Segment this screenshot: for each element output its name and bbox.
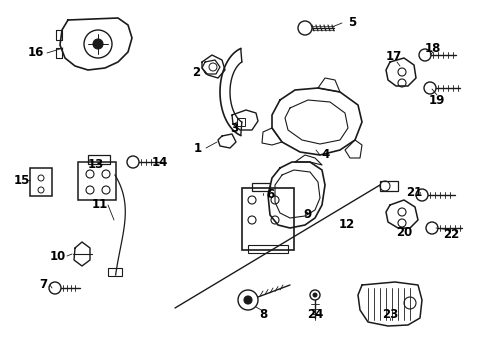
Text: 8: 8	[258, 309, 266, 321]
Bar	[78, 162, 116, 200]
Text: 17: 17	[385, 50, 401, 63]
Text: 3: 3	[229, 122, 238, 135]
Text: 14: 14	[151, 156, 168, 168]
Text: 2: 2	[192, 66, 200, 78]
Text: 19: 19	[428, 94, 444, 107]
Bar	[30, 168, 52, 196]
Text: 1: 1	[194, 141, 202, 154]
Text: 18: 18	[424, 41, 440, 54]
Text: 4: 4	[321, 148, 329, 162]
Text: 22: 22	[442, 229, 458, 242]
Text: 7: 7	[39, 279, 47, 292]
Text: 6: 6	[265, 189, 274, 202]
Text: 23: 23	[381, 309, 397, 321]
Text: 5: 5	[347, 17, 355, 30]
Text: 9: 9	[303, 208, 311, 221]
Bar	[242, 188, 293, 250]
Bar	[108, 268, 122, 276]
Text: 24: 24	[306, 309, 323, 321]
Bar	[237, 118, 244, 126]
Text: 15: 15	[14, 174, 30, 186]
Bar	[379, 181, 397, 191]
Text: 12: 12	[338, 219, 354, 231]
Text: 21: 21	[405, 185, 421, 198]
Text: 16: 16	[28, 46, 44, 59]
Text: 10: 10	[50, 249, 66, 262]
Bar	[88, 155, 110, 164]
Text: 13: 13	[88, 158, 104, 171]
Text: 20: 20	[395, 225, 411, 238]
Bar	[247, 245, 287, 253]
Circle shape	[244, 296, 251, 304]
Bar	[251, 183, 269, 191]
Circle shape	[93, 39, 103, 49]
Circle shape	[312, 293, 316, 297]
Text: 11: 11	[92, 198, 108, 211]
